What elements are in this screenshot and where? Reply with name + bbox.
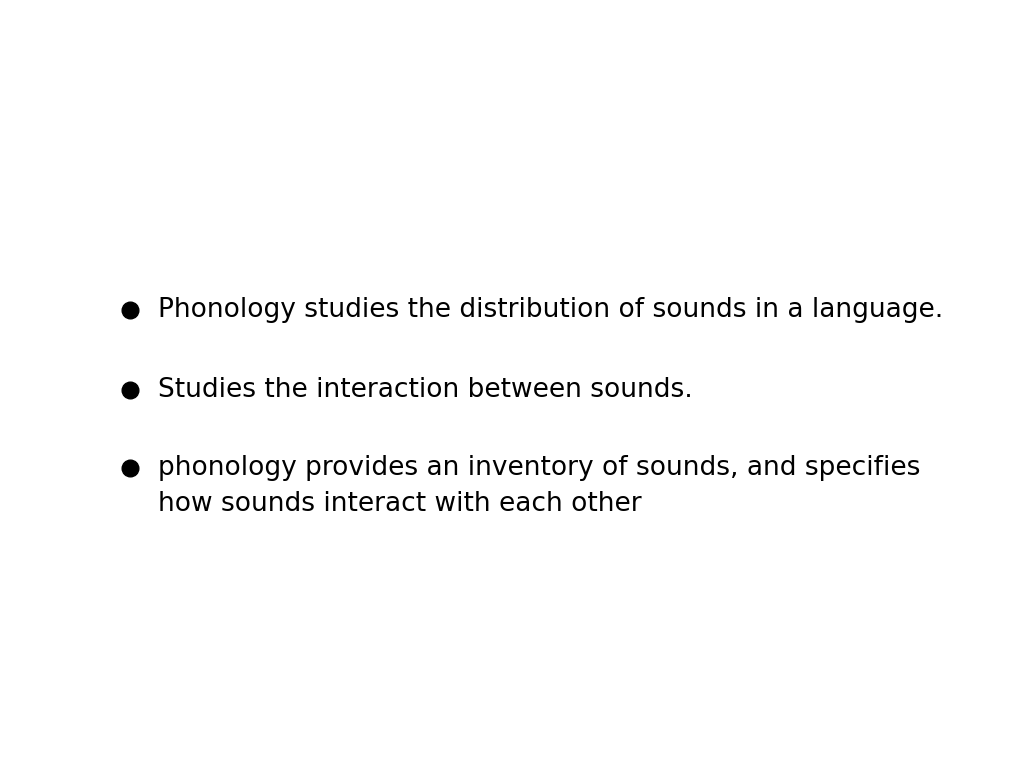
- Text: Studies the interaction between sounds.: Studies the interaction between sounds.: [158, 377, 693, 403]
- Text: how sounds interact with each other: how sounds interact with each other: [158, 491, 642, 517]
- Text: phonology provides an inventory of sounds, and specifies: phonology provides an inventory of sound…: [158, 455, 921, 481]
- Text: Phonology studies the distribution of sounds in a language.: Phonology studies the distribution of so…: [158, 297, 943, 323]
